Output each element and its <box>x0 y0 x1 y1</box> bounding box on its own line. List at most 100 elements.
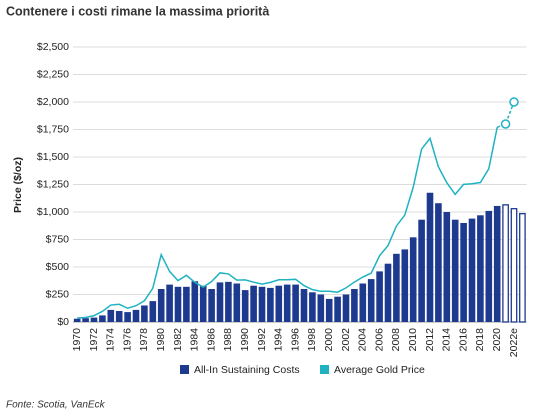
point <box>500 119 511 129</box>
legend-swatch <box>180 365 189 374</box>
bar <box>267 287 274 322</box>
bar <box>485 210 493 322</box>
bar <box>250 285 257 322</box>
x-tick-label: 2004 <box>357 328 369 352</box>
bar <box>124 312 131 322</box>
bar <box>451 219 459 322</box>
x-tick-label: 2018 <box>474 328 486 352</box>
bar <box>115 311 123 322</box>
bar <box>409 237 417 322</box>
bar <box>401 249 409 322</box>
y-tick-label: $250 <box>46 288 70 300</box>
x-tick-label: 1998 <box>306 328 318 352</box>
y-tick-label: $2,250 <box>37 68 69 80</box>
x-tick-label: 2002 <box>340 328 352 352</box>
x-tick-label: 2014 <box>441 328 453 352</box>
bar <box>502 204 509 323</box>
bar <box>132 309 140 322</box>
x-tick-label: 1982 <box>172 328 184 352</box>
x-tick-label: 1980 <box>155 328 167 352</box>
bar <box>183 286 190 322</box>
bar <box>90 317 98 322</box>
bar <box>157 289 165 322</box>
x-tick-label: 2020 <box>491 328 503 352</box>
bar <box>384 263 392 322</box>
bar <box>191 281 199 322</box>
bar <box>208 289 215 322</box>
x-tick-label: 1974 <box>105 328 117 352</box>
y-tick-label: $1,500 <box>37 151 69 163</box>
bar <box>519 212 526 323</box>
y-tick-label: $500 <box>46 261 70 273</box>
bar <box>510 208 518 323</box>
bar <box>367 279 375 322</box>
x-tick-label: 1970 <box>71 328 83 352</box>
x-tick-label: 2010 <box>407 328 419 352</box>
bar <box>317 294 325 322</box>
x-tick-label: 1996 <box>289 328 301 352</box>
bar <box>443 212 451 322</box>
y-tick-label: $750 <box>46 233 70 245</box>
y-tick-label: $1,250 <box>37 178 69 190</box>
bar <box>376 271 383 322</box>
bar <box>468 218 476 322</box>
x-tick-label: 1994 <box>273 328 285 352</box>
bar <box>426 192 434 322</box>
bar <box>493 205 501 322</box>
y-tick-label: $2,000 <box>37 96 69 108</box>
bar <box>225 281 232 322</box>
y-tick-label: $2,500 <box>37 41 69 53</box>
bar <box>107 309 115 322</box>
bar <box>141 305 148 322</box>
y-tick-label: $1,750 <box>37 123 69 135</box>
x-tick-label: 2016 <box>457 328 469 352</box>
bar <box>241 290 249 322</box>
bar <box>477 215 484 322</box>
bar <box>166 284 173 322</box>
bar <box>300 289 308 322</box>
x-tick-label: 2000 <box>323 328 335 352</box>
bar <box>258 286 266 322</box>
bar <box>342 294 350 322</box>
line <box>77 127 498 319</box>
y-axis-label: Price ($/oz) <box>12 157 24 213</box>
x-tick-label: 1972 <box>88 328 100 352</box>
legend-label: Average Gold Price <box>334 364 425 376</box>
bar <box>99 315 106 322</box>
bar <box>435 203 442 322</box>
bar <box>351 289 358 322</box>
bar <box>149 301 157 322</box>
bar <box>82 318 89 322</box>
bar <box>73 318 81 322</box>
bar <box>292 284 299 322</box>
bar <box>309 292 316 322</box>
x-tick-label: 2022e <box>508 328 520 357</box>
bar <box>174 286 182 322</box>
x-tick-label: 1976 <box>121 328 133 352</box>
x-tick-label: 2008 <box>390 328 402 352</box>
x-tick-label: 2006 <box>373 328 385 352</box>
y-tick-label: $1,000 <box>37 206 69 218</box>
chart-title: Contenere i costi rimane la massima prio… <box>6 4 269 18</box>
bar <box>216 282 224 322</box>
legend-label: All-In Sustaining Costs <box>194 364 300 376</box>
y-tick-label: $0 <box>57 316 69 328</box>
x-tick-label: 2012 <box>424 328 436 352</box>
bar <box>393 253 400 322</box>
source: Fonte: Scotia, VanEck <box>6 400 106 411</box>
x-tick-label: 1986 <box>205 328 217 352</box>
x-tick-label: 1990 <box>239 328 251 352</box>
legend-swatch <box>320 365 329 374</box>
x-tick-label: 1988 <box>222 328 234 352</box>
x-tick-label: 1978 <box>138 328 150 352</box>
bar <box>283 284 291 322</box>
bar <box>233 283 241 322</box>
bar <box>275 285 283 322</box>
point <box>509 97 519 107</box>
x-tick-label: 1984 <box>189 328 201 352</box>
bar <box>359 283 367 322</box>
x-tick-label: 1992 <box>256 328 268 352</box>
bar <box>325 298 333 322</box>
bar <box>199 285 207 322</box>
